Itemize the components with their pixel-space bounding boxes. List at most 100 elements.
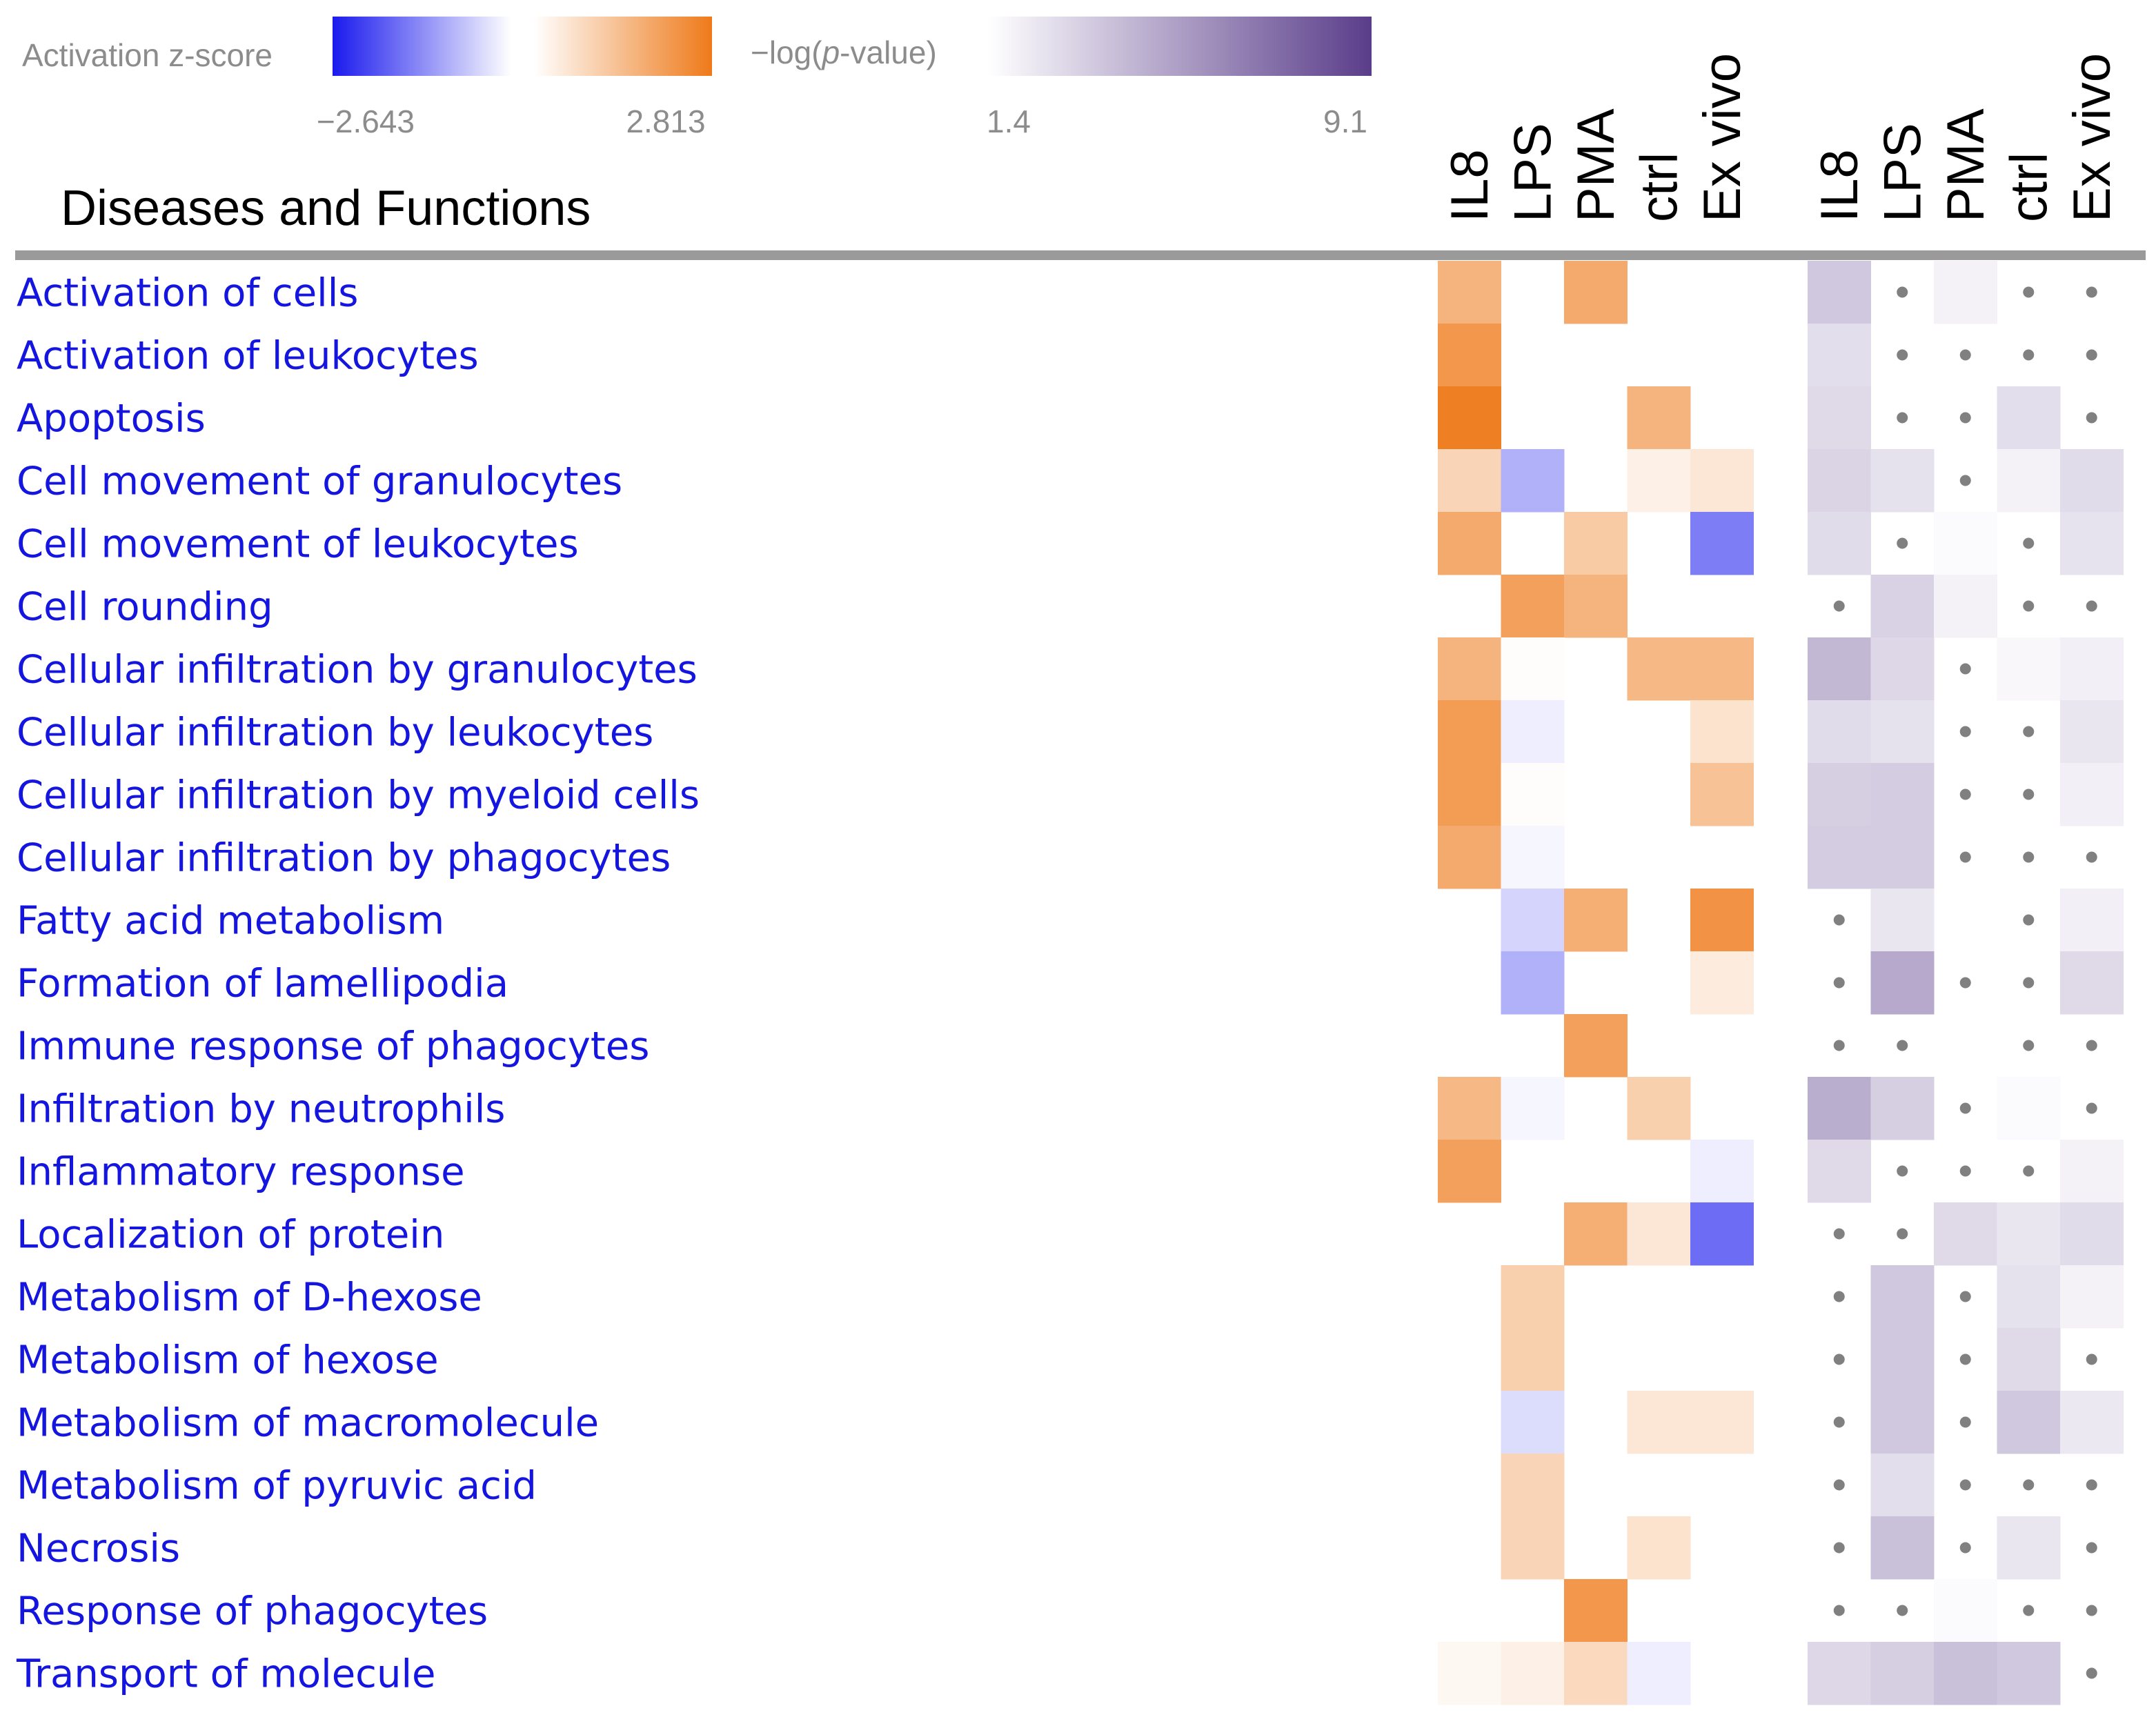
row-label: Necrosis xyxy=(17,1527,180,1571)
not-significant-dot xyxy=(2023,1605,2035,1616)
row-label: Formation of lamellipodia xyxy=(17,962,508,1006)
not-significant-dot xyxy=(1897,1228,1908,1240)
zscore-cell xyxy=(1438,449,1501,513)
pvalue-cell xyxy=(1808,826,1871,889)
not-significant-dot xyxy=(1959,475,1971,486)
pvalue-cell xyxy=(2060,1202,2124,1266)
pvalue-max-label: 9.1 xyxy=(1323,103,1367,139)
zscore-cell xyxy=(1438,826,1501,889)
pvalue-cell xyxy=(1997,386,2061,450)
pvalue-colorbar xyxy=(988,17,1372,76)
pvalue-cell xyxy=(1934,1642,1997,1705)
not-significant-dot xyxy=(1833,1228,1845,1240)
zscore-cell xyxy=(1627,1077,1691,1140)
not-significant-dot xyxy=(1959,726,1971,737)
not-significant-dot xyxy=(2086,1479,2097,1491)
zscore-cell xyxy=(1438,386,1501,450)
zscore-cell xyxy=(1690,951,1754,1015)
row-labels: Activation of cells Activation of leukocy… xyxy=(16,271,700,1697)
not-significant-dot xyxy=(1833,1416,1845,1428)
not-significant-dot xyxy=(2086,412,2097,424)
not-significant-dot xyxy=(2023,1479,2035,1491)
not-significant-dot xyxy=(1833,600,1845,612)
pvalue-cell xyxy=(1870,1077,1935,1140)
not-significant-dot xyxy=(1959,1165,1971,1177)
pvalue-cell xyxy=(2060,637,2124,701)
not-significant-dot xyxy=(1833,1479,1845,1491)
zscore-cell xyxy=(1564,1014,1628,1078)
pvalue-cell xyxy=(1870,763,1935,826)
row-label: Cell movement of granulocytes xyxy=(17,459,622,504)
not-significant-dot xyxy=(2086,1542,2097,1554)
not-significant-dot xyxy=(2023,977,2035,989)
pvalue-cell xyxy=(1997,1328,2061,1391)
pvalue-cell xyxy=(2060,700,2124,764)
pvalue-cell xyxy=(1808,637,1871,701)
not-significant-dot xyxy=(1959,1291,1971,1302)
not-significant-dot xyxy=(1959,349,1971,361)
pvalue-cell xyxy=(1870,575,1935,638)
pvalue-cell xyxy=(2060,512,2124,575)
not-significant-dot xyxy=(2023,286,2035,298)
zscore-column-label: IL8 xyxy=(1441,149,1499,222)
zscore-cell xyxy=(1501,1642,1565,1705)
zscore-column-label: LPS xyxy=(1503,123,1562,222)
zscore-cell xyxy=(1690,763,1754,826)
zscore-cell xyxy=(1627,1516,1691,1580)
not-significant-dot xyxy=(2086,1353,2097,1365)
zscore-cell xyxy=(1438,1642,1501,1705)
pvalue-cell xyxy=(1808,449,1871,513)
pvalue-cell xyxy=(1870,1454,1935,1517)
row-label: Immune response of phagocytes xyxy=(17,1024,649,1069)
zscore-cell xyxy=(1627,637,1691,701)
pvalue-cell xyxy=(1997,1642,2061,1705)
zscore-cell xyxy=(1627,386,1691,450)
pvalue-cell xyxy=(2060,1140,2124,1203)
zscore-cell xyxy=(1501,637,1565,701)
zscore-cell xyxy=(1564,1579,1628,1643)
zscore-cell xyxy=(1564,512,1628,575)
row-label: Localization of protein xyxy=(17,1213,444,1258)
zscore-cell xyxy=(1501,826,1565,889)
pvalue-cell xyxy=(1997,1516,2061,1580)
row-label: Cellular infiltration by myeloid cells xyxy=(17,773,700,818)
row-label: Cellular infiltration by phagocytes xyxy=(17,836,671,881)
not-significant-dot xyxy=(1959,1102,1971,1114)
not-significant-dot xyxy=(1959,1542,1971,1554)
not-significant-dot xyxy=(1833,1605,1845,1616)
zscore-cell xyxy=(1627,449,1691,513)
pvalue-cell xyxy=(1934,575,1997,638)
not-significant-dot xyxy=(1833,1353,1845,1365)
zscore-cell xyxy=(1438,261,1501,324)
not-significant-dot xyxy=(1897,1040,1908,1051)
not-significant-dot xyxy=(2023,788,2035,800)
not-significant-dot xyxy=(1897,1605,1908,1616)
pvalue-column-label: LPS xyxy=(1873,123,1932,222)
not-significant-dot xyxy=(2023,600,2035,612)
pvalue-cell xyxy=(1870,1642,1935,1705)
zscore-cell xyxy=(1501,1265,1565,1329)
pvalue-cell xyxy=(1870,1265,1935,1329)
not-significant-dot xyxy=(2086,1667,2097,1679)
not-significant-dot xyxy=(1833,1291,1845,1302)
zscore-cell xyxy=(1690,637,1754,701)
zscore-cell xyxy=(1690,700,1754,764)
pvalue-cell xyxy=(1870,637,1935,701)
not-significant-dot xyxy=(2086,1040,2097,1051)
row-label: Metabolism of macromolecule xyxy=(17,1401,599,1446)
pvalue-cell xyxy=(1808,1077,1871,1140)
not-significant-dot xyxy=(1959,412,1971,424)
zscore-cell xyxy=(1690,1140,1754,1203)
not-significant-dot xyxy=(1833,1542,1845,1554)
not-significant-dot xyxy=(2086,600,2097,612)
pvalue-cell xyxy=(1870,1391,1935,1454)
zscore-cell xyxy=(1438,324,1501,387)
not-significant-dot xyxy=(1897,537,1908,549)
pvalue-cells xyxy=(1808,261,2124,1705)
row-label: Activation of leukocytes xyxy=(17,334,479,379)
pvalue-cell xyxy=(2060,951,2124,1015)
zscore-cell xyxy=(1438,637,1501,701)
pvalue-cell xyxy=(1870,449,1935,513)
pvalue-legend-label: −log(p-value) xyxy=(751,34,937,70)
